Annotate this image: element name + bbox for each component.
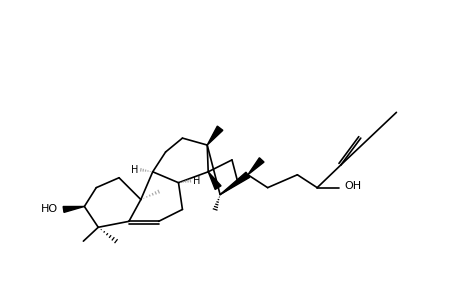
Polygon shape	[247, 158, 263, 175]
Polygon shape	[207, 126, 222, 145]
Text: OH: OH	[343, 181, 360, 191]
Text: H: H	[192, 176, 200, 186]
Polygon shape	[219, 172, 249, 195]
Polygon shape	[208, 172, 221, 190]
Text: H: H	[131, 165, 138, 175]
Text: HO: HO	[40, 204, 57, 214]
Polygon shape	[63, 206, 84, 212]
